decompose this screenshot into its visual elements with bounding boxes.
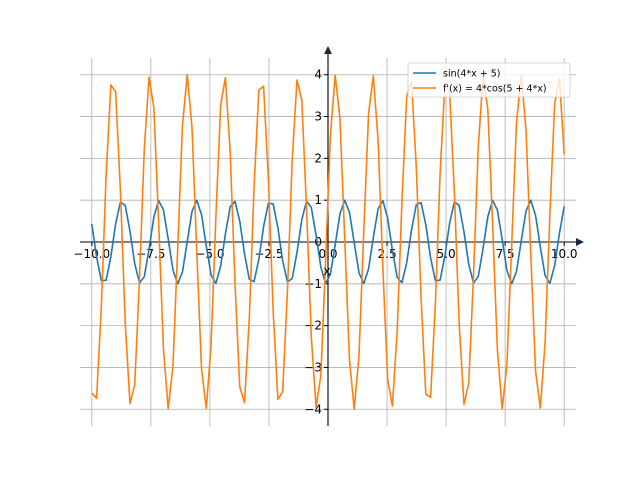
y-tick-label-3: −1 xyxy=(304,277,322,291)
legend-label-1: f'(x) = 4*cos(5 + 4*x) xyxy=(443,84,547,95)
y-tick-label-5: 1 xyxy=(314,193,322,207)
y-axis-arrow xyxy=(324,46,332,54)
y-tick-label-4: 0 xyxy=(314,235,322,249)
y-tick-label-8: 4 xyxy=(314,68,322,82)
series-line-0 xyxy=(91,199,565,285)
x-tick-label-2: −5.0 xyxy=(195,247,224,261)
x-axis-arrow xyxy=(576,238,584,246)
x-tick-label-3: −2.5 xyxy=(254,247,283,261)
legend: sin(4*x + 5) f'(x) = 4*cos(5 + 4*x) xyxy=(407,62,571,98)
x-tick-label-1: −7.5 xyxy=(136,247,165,261)
axes xyxy=(80,46,584,426)
y-tick-label-2: −2 xyxy=(304,319,322,333)
x-ticks: −10.0 −7.5 −5.0 −2.5 0.0 2.5 5.0 7.5 10.0 xyxy=(73,242,578,261)
y-tick-label-7: 3 xyxy=(314,110,322,124)
x-tick-label-0: −10.0 xyxy=(73,247,110,261)
x-axis-label: x xyxy=(323,264,330,278)
legend-label-0: sin(4*x + 5) xyxy=(443,69,500,80)
y-tick-label-0: −4 xyxy=(304,402,322,416)
y-tick-label-6: 2 xyxy=(314,151,322,165)
legend-box xyxy=(407,62,571,98)
x-tick-label-6: 5.0 xyxy=(437,247,456,261)
